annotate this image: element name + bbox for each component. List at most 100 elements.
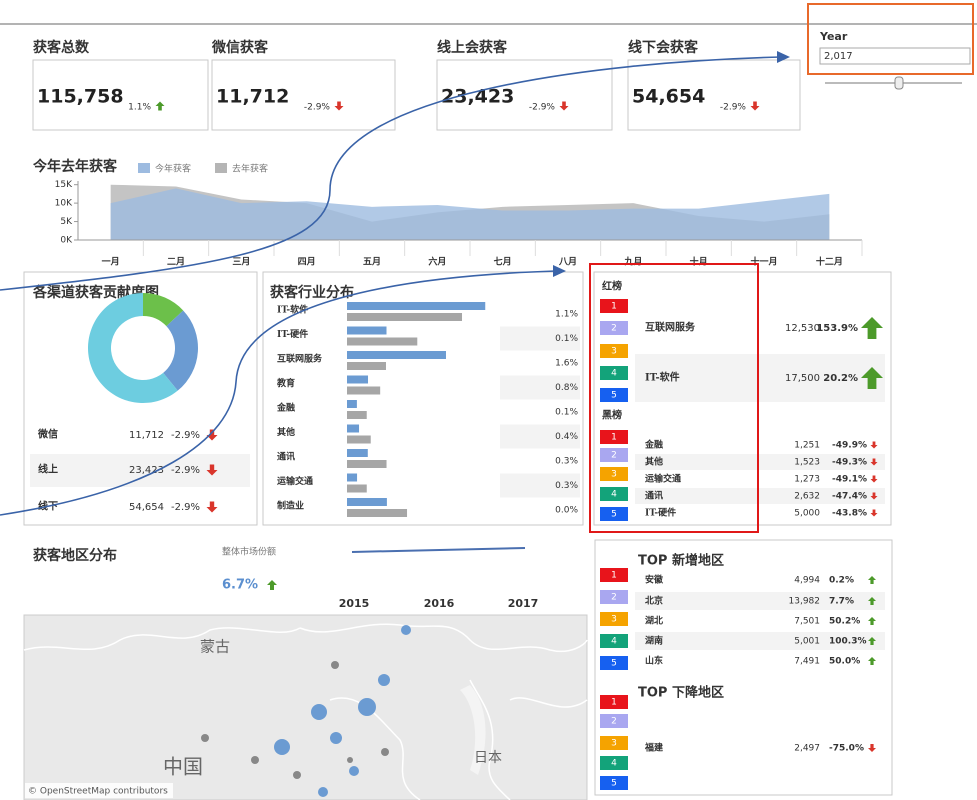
kpi-card	[211, 59, 396, 131]
row-stripe	[635, 632, 885, 650]
row-label: 金融	[644, 439, 663, 451]
rank-number: 3	[611, 470, 617, 480]
trend-arrow	[206, 501, 218, 513]
row-stripe	[635, 488, 885, 504]
row-label: 通讯	[645, 490, 663, 502]
land	[460, 685, 486, 775]
rank-number: 1	[611, 571, 617, 581]
rank-badge	[600, 568, 628, 582]
bar-change: 0.1%	[555, 408, 578, 418]
row-value: 54,654	[129, 502, 164, 513]
bar-label: 制造业	[277, 500, 304, 512]
x-tick-label: 七月	[494, 256, 512, 268]
rank-number: 3	[611, 615, 617, 625]
trend-arrow	[750, 101, 760, 111]
row-value: 23,423	[129, 465, 164, 476]
bar-change: 0.4%	[555, 432, 578, 442]
legend-swatch	[215, 163, 227, 173]
bar-label: 金融	[276, 402, 295, 414]
row-change: -43.8%	[832, 509, 867, 519]
rank-number: 1	[611, 698, 617, 708]
rank-badge	[600, 487, 628, 501]
bar-change: 1.1%	[555, 310, 578, 320]
rank-badge	[600, 776, 628, 790]
bubble	[378, 674, 390, 686]
kpi-change: -2.9%	[720, 103, 747, 113]
row-change: -2.9%	[171, 430, 200, 441]
bar	[347, 435, 371, 444]
filter-input	[819, 47, 971, 65]
bar	[347, 386, 381, 395]
row-value: 2,497	[794, 744, 820, 754]
trend-arrow	[868, 657, 876, 665]
rank-number: 4	[611, 759, 617, 769]
rank-number: 2	[611, 324, 617, 334]
row-value: 13,982	[789, 597, 821, 607]
row-stripe	[500, 473, 580, 498]
legend-label: 今年获客	[155, 163, 191, 175]
bar-label: 教育	[276, 377, 295, 389]
bar-change: 0.1%	[555, 334, 578, 344]
row-label: 微信	[37, 428, 58, 441]
row-change: 153.9%	[816, 323, 858, 334]
row-label: 线上	[38, 463, 58, 476]
annotation-arrow	[0, 270, 557, 516]
row-label: IT-硬件	[645, 507, 676, 519]
bar-change: 0.8%	[555, 383, 578, 393]
bar	[347, 400, 357, 408]
panel-title: 获客行业分布	[270, 284, 354, 301]
chart-title: 今年去年获客	[32, 158, 118, 175]
arrow-head	[553, 265, 566, 277]
x-tick-label: 四月	[298, 257, 316, 268]
bar	[347, 509, 408, 517]
dot	[201, 734, 209, 742]
rank-badge	[600, 736, 628, 750]
y-tick-label: 10K	[55, 199, 73, 209]
row-change: 20.2%	[823, 373, 858, 384]
annotation-line	[351, 547, 526, 553]
x-tick-label: 二月	[167, 257, 185, 268]
bar-label: 运输交通	[277, 475, 313, 487]
map-label: 蒙古	[200, 638, 230, 656]
bar	[347, 424, 360, 433]
trend-arrow	[868, 597, 876, 605]
row-value: 17,500	[785, 373, 820, 384]
rank-badge	[600, 634, 628, 648]
kpi-title: 微信获客	[211, 39, 269, 56]
trend-arrow	[870, 458, 878, 466]
x-tick-label: 三月	[232, 257, 250, 268]
trend-arrow	[334, 101, 344, 111]
rank-number: 5	[611, 779, 617, 789]
bar	[347, 449, 368, 457]
donut-segment	[88, 293, 178, 403]
kpi-card	[32, 59, 209, 131]
x-tick-label: 五月	[363, 257, 381, 268]
y-tick-label: 15K	[55, 180, 73, 190]
list-title: 红榜	[602, 280, 622, 293]
rank-number: 5	[611, 510, 617, 520]
rank-badge	[600, 366, 628, 380]
attribution: © OpenStreetMap contributors	[28, 787, 168, 797]
row-stripe	[500, 424, 580, 449]
bar	[347, 337, 418, 346]
bar-label: IT-硬件	[277, 328, 308, 340]
bubble	[401, 625, 411, 635]
bar	[347, 326, 387, 335]
bar	[347, 484, 367, 493]
coastline	[329, 679, 588, 800]
x-tick-label: 八月	[558, 257, 577, 268]
row-stripe	[635, 354, 885, 402]
attribution-bg	[25, 783, 173, 798]
area	[110, 188, 830, 240]
row-value: 7,491	[794, 657, 820, 667]
rank-badge	[600, 321, 628, 335]
slider-handle[interactable]	[894, 76, 904, 90]
row-change: 0.2%	[829, 576, 854, 586]
trend-arrow	[861, 367, 883, 389]
trend-arrow	[870, 441, 878, 449]
bar	[347, 351, 446, 359]
trend-arrow	[206, 429, 218, 441]
rank-badge	[600, 467, 628, 481]
legend-label: 去年获客	[232, 163, 268, 175]
row-change: -49.9%	[832, 441, 867, 451]
